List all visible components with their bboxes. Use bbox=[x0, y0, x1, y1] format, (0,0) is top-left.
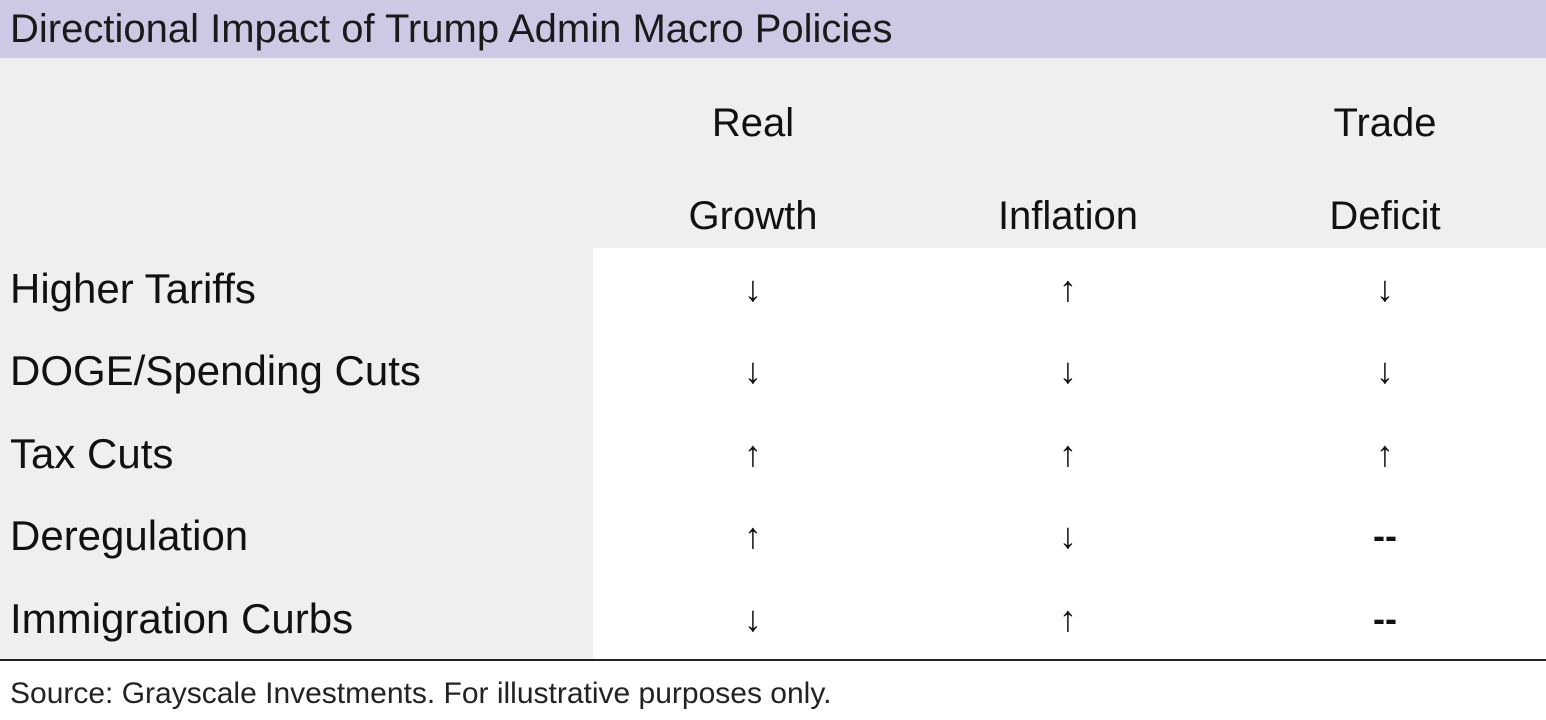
impact-cell: ↑ bbox=[1059, 268, 1077, 309]
impact-cell: ↓ bbox=[744, 597, 762, 639]
impact-cell: ↑ bbox=[1376, 432, 1394, 474]
column-header: Trade bbox=[1333, 101, 1437, 145]
impact-cell: ↓ bbox=[1376, 350, 1394, 392]
column-header: Inflation bbox=[997, 194, 1139, 238]
source-note: Source: Grayscale Investments. For illus… bbox=[10, 677, 832, 710]
impact-cell: ↑ bbox=[1059, 432, 1077, 474]
row-label: Tax Cuts bbox=[10, 429, 174, 477]
row-label: Higher Tariffs bbox=[10, 265, 256, 312]
column-header: Growth bbox=[688, 194, 818, 238]
impact-cell: -- bbox=[1373, 515, 1397, 557]
title: Directional Impact of Trump Admin Macro … bbox=[10, 7, 893, 51]
row-label: Deregulation bbox=[10, 512, 249, 560]
impact-cell: ↓ bbox=[1059, 515, 1077, 557]
impact-cell: ↓ bbox=[744, 350, 762, 392]
impact-cell: ↑ bbox=[744, 432, 762, 474]
impact-cell: ↑ bbox=[1059, 597, 1077, 639]
bottom-rule bbox=[0, 659, 1546, 661]
impact-cell: -- bbox=[1373, 597, 1397, 639]
row-label: Immigration Curbs bbox=[10, 594, 354, 642]
impact-cell: ↓ bbox=[1059, 350, 1077, 392]
impact-cell: ↓ bbox=[1376, 268, 1394, 309]
column-header: Deficit bbox=[1329, 194, 1441, 238]
table-body-background bbox=[593, 248, 1546, 660]
row-label: DOGE/Spending Cuts bbox=[10, 347, 421, 395]
title-bar bbox=[0, 0, 1546, 58]
impact-cell: ↓ bbox=[744, 268, 762, 309]
column-header: Real bbox=[711, 101, 795, 145]
impact-cell: ↑ bbox=[744, 515, 762, 557]
